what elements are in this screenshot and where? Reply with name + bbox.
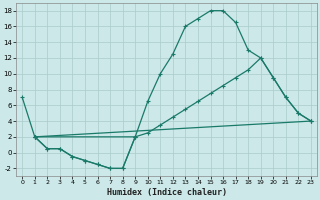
X-axis label: Humidex (Indice chaleur): Humidex (Indice chaleur) (107, 188, 227, 197)
